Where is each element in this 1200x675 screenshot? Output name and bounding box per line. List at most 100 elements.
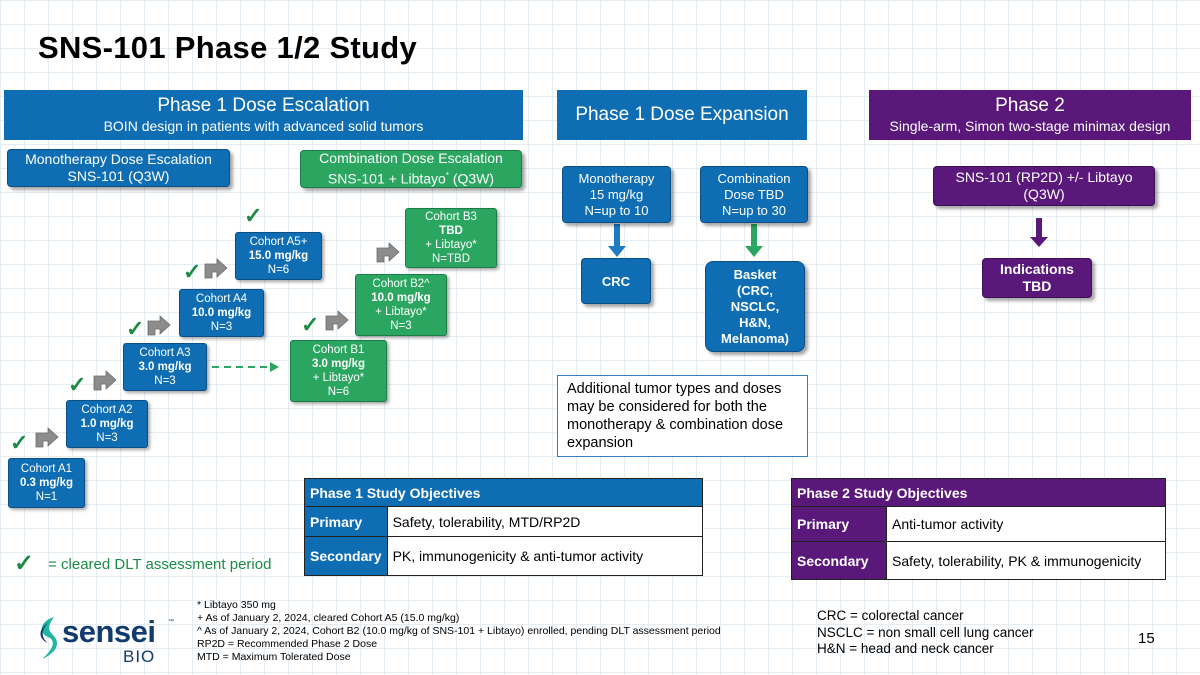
abbreviations: CRC = colorectal cancer NSCLC = non smal… [817,608,1077,658]
cohort-a2-n: N=3 [96,432,118,444]
page-title: SNS-101 Phase 1/2 Study [38,30,418,65]
combo-escalation-line1: Combination Dose Escalation [319,150,503,167]
mono-escalation-header: Monotherapy Dose Escalation SNS-101 (Q3W… [7,149,230,187]
cohort-a3-dose: 3.0 mg/kg [138,361,192,373]
crc-label: CRC [601,273,631,289]
mono-escalation-line2: SNS-101 (Q3W) [67,168,170,184]
expansion-mono-line2: 15 mg/kg [589,186,644,202]
cohort-b1-dose: 3.0 mg/kg [311,358,366,370]
cohort-a5: Cohort A5+ 15.0 mg/kg N=6 [235,232,322,280]
footnote-line: * Libtayo 350 mg [197,599,276,611]
phase2-secondary-label: Secondary [791,541,887,580]
phase1-escalation-subtitle: BOIN design in patients with advanced so… [103,118,424,134]
footnote-line: RP2D = Recommended Phase 2 Dose [197,638,378,650]
phase1-expansion-title: Phase 1 Dose Expansion [575,104,789,125]
logo-wordmark: sensei [62,614,156,649]
expansion-combo-line1: Combination [717,170,791,186]
basket-line5: Melanoma) [721,330,789,346]
phase1-objectives-table: Phase 1 Study Objectives Primary Safety,… [304,478,704,576]
cohort-b2-n: N=3 [390,320,412,332]
cohort-b1-name: Cohort B1 [312,344,365,356]
abbreviation-line: CRC = colorectal cancer [817,608,964,623]
page-number: 15 [1138,630,1155,647]
footnote-line: + As of January 2, 2024, cleared Cohort … [197,612,460,624]
check-icon-a2: ✓ [68,372,87,397]
cohort-a2: Cohort A2 1.0 mg/kg N=3 [66,400,148,448]
expansion-combo-box: Combination Dose TBD N=up to 30 [700,166,808,223]
cohort-b1-extra: + Libtayo* [312,372,365,384]
basket-box: Basket (CRC, NSCLC, H&N, Melanoma) [705,261,805,352]
basket-line4: H&N, [739,314,771,330]
phase2-primary-value: Anti-tumor activity [886,506,1166,542]
stair-arrow-icon [325,310,349,331]
phase2-objectives-table: Phase 2 Study Objectives Primary Anti-tu… [791,478,1166,580]
down-arrow-icon [745,246,763,257]
cohort-b3-n: N=TBD [431,253,471,265]
basket-line2: (CRC, [736,282,774,298]
cohort-a3: Cohort A3 3.0 mg/kg N=3 [123,343,207,391]
cohort-b1-n: N=6 [327,386,350,398]
cohort-b3-dose: TBD [439,225,463,237]
legend-check-icon: ✓ [14,550,35,577]
check-icon-a4: ✓ [183,259,202,284]
cohort-b3: Cohort B3 TBD + Libtayo* N=TBD [405,208,497,268]
legend: ✓ = cleared DLT assessment period [14,550,272,577]
cohort-a1-n: N=1 [35,491,58,503]
mono-escalation-line1: Monotherapy Dose Escalation [25,151,212,167]
basket-line1: Basket [733,266,777,282]
phase2-title: Phase 2 [995,95,1065,116]
phase2-objectives-header: Phase 2 Study Objectives [791,478,1166,507]
phase2-primary-label: Primary [791,506,887,542]
dashed-connector-arrowhead-icon [270,362,279,372]
phase2-indications-line1: Indications [1000,261,1074,277]
combo-escalation-header: Combination Dose Escalation SNS-101 + Li… [300,150,522,188]
cohort-b2-extra: + Libtayo* [375,306,427,318]
cohort-a2-name: Cohort A2 [81,404,133,416]
phase2-secondary-value: Safety, tolerability, PK & immunogenicit… [886,541,1166,580]
cohort-a1-dose: 0.3 mg/kg [19,477,74,489]
cohort-a3-name: Cohort A3 [139,347,191,359]
cohort-a4-n: N=3 [210,321,233,333]
cohort-a5-name: Cohort A5+ [249,236,308,248]
phase1-primary-label: Primary [304,506,388,537]
sensei-logo-icon [40,617,58,659]
phase1-escalation-title: Phase 1 Dose Escalation [157,95,370,116]
phase1-secondary-value: PK, immunogenicity & anti-tumor activity [386,536,704,576]
cohort-a4: Cohort A4 10.0 mg/kg N=3 [179,289,264,337]
expansion-mono-box: Monotherapy 15 mg/kg N=up to 10 [562,166,671,223]
basket-line3: NSCLC, [730,298,780,314]
expansion-mono-line1: Monotherapy [578,170,655,186]
phase2-indications-line2: TBD [1022,278,1052,294]
stair-arrow-icon [147,315,171,336]
crc-box: CRC [581,258,651,304]
phase2-regimen-box: SNS-101 (RP2D) +/- Libtayo (Q3W) [933,166,1155,206]
logo-tm: ™ [168,619,174,625]
sensei-logo: sensei ™ BIO [30,611,180,666]
phase2-subtitle: Single-arm, Simon two-stage minimax desi… [889,118,1171,134]
down-arrow-icon [608,246,626,257]
expansion-mono-line3: N=up to 10 [584,202,649,218]
phase2-banner: Phase 2 Single-arm, Simon two-stage mini… [869,90,1191,140]
phase1-secondary-label: Secondary [304,536,388,576]
legend-text: = cleared DLT assessment period [48,555,272,573]
phase1-escalation-banner: Phase 1 Dose Escalation BOIN design in p… [4,90,523,140]
cohort-b2: Cohort B2^ 10.0 mg/kg + Libtayo* N=3 [355,274,447,336]
expansion-note: Additional tumor types and doses may be … [557,375,808,457]
check-icon-a5: ✓ [244,203,263,228]
expansion-combo-line2: Dose TBD [724,186,784,202]
abbreviation-line: NSCLC = non small cell lung cancer [817,624,1034,640]
phase1-objectives-header: Phase 1 Study Objectives [304,478,703,507]
cohort-a5-n: N=6 [267,264,290,276]
cohort-a4-name: Cohort A4 [195,293,248,305]
expansion-combo-line3: N=up to 30 [722,202,786,218]
cohort-b3-extra: + Libtayo* [425,239,477,251]
abbreviation-line: H&N = head and neck cancer [817,641,994,656]
phase2-regimen-line1: SNS-101 (RP2D) +/- Libtayo [955,169,1133,185]
check-icon-b1: ✓ [301,312,320,337]
stair-arrow-icon [204,258,228,279]
cohort-a1-name: Cohort A1 [20,463,73,475]
check-icon-a1: ✓ [10,430,29,455]
stair-arrow-icon [35,427,59,448]
phase2-indications-box: Indications TBD [982,258,1092,298]
cohort-b3-name: Cohort B3 [425,211,477,223]
